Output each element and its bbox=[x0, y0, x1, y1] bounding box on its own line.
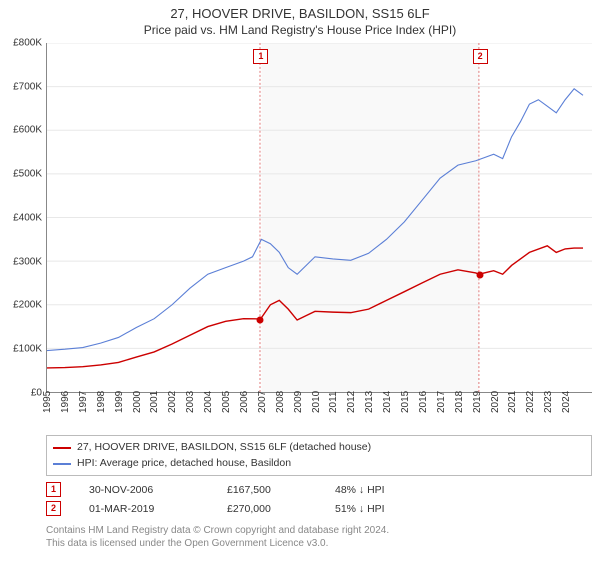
sales-table: 1 30-NOV-2006 £167,500 48% ↓ HPI 2 01-MAR-201… bbox=[46, 480, 592, 518]
x-tick-label: 1999 bbox=[114, 391, 125, 413]
x-tick-label: 2017 bbox=[436, 391, 447, 413]
footnote: Contains HM Land Registry data © Crown c… bbox=[46, 524, 592, 550]
x-tick-label: 2009 bbox=[293, 391, 304, 413]
sale-row: 1 30-NOV-2006 £167,500 48% ↓ HPI bbox=[46, 480, 592, 499]
legend-swatch bbox=[53, 463, 71, 465]
x-tick-label: 1998 bbox=[96, 391, 107, 413]
sale-marker-1: 1 bbox=[253, 49, 268, 64]
x-tick-label: 2010 bbox=[311, 391, 322, 413]
sale-marker-2: 2 bbox=[473, 49, 488, 64]
y-tick-label: £100K bbox=[13, 344, 42, 355]
legend-item: HPI: Average price, detached house, Basi… bbox=[53, 456, 585, 472]
footnote-line1: Contains HM Land Registry data © Crown c… bbox=[46, 524, 592, 537]
sale-dot-1 bbox=[257, 316, 264, 323]
y-tick-label: £500K bbox=[13, 169, 42, 180]
sale-hpi-diff: 51% ↓ HPI bbox=[335, 503, 435, 515]
x-tick-label: 2013 bbox=[364, 391, 375, 413]
plot-area: 12 bbox=[46, 43, 592, 393]
x-tick-label: 2021 bbox=[507, 391, 518, 413]
x-tick-label: 2000 bbox=[132, 391, 143, 413]
x-tick-label: 2004 bbox=[203, 391, 214, 413]
legend-label: HPI: Average price, detached house, Basi… bbox=[77, 456, 291, 472]
x-tick-label: 1997 bbox=[78, 391, 89, 413]
y-tick-label: £0 bbox=[31, 387, 42, 398]
y-tick-label: £600K bbox=[13, 125, 42, 136]
x-tick-label: 2015 bbox=[400, 391, 411, 413]
sale-price: £270,000 bbox=[227, 503, 307, 515]
x-tick-label: 2023 bbox=[543, 391, 554, 413]
x-tick-label: 2024 bbox=[561, 391, 572, 413]
x-tick-label: 2007 bbox=[257, 391, 268, 413]
y-axis: £0£100K£200K£300K£400K£500K£600K£700K£80… bbox=[0, 43, 44, 393]
sale-marker-inline: 2 bbox=[46, 501, 61, 516]
legend-label: 27, HOOVER DRIVE, BASILDON, SS15 6LF (de… bbox=[77, 440, 371, 456]
sale-hpi-diff: 48% ↓ HPI bbox=[335, 484, 435, 496]
sale-dot-2 bbox=[476, 271, 483, 278]
y-tick-label: £400K bbox=[13, 212, 42, 223]
sale-marker-inline: 1 bbox=[46, 482, 61, 497]
y-tick-label: £800K bbox=[13, 37, 42, 48]
x-tick-label: 2002 bbox=[167, 391, 178, 413]
x-tick-label: 2006 bbox=[239, 391, 250, 413]
page-subtitle: Price paid vs. HM Land Registry's House … bbox=[0, 23, 600, 37]
legend-swatch bbox=[53, 447, 71, 449]
sale-price: £167,500 bbox=[227, 484, 307, 496]
y-tick-label: £200K bbox=[13, 300, 42, 311]
sale-row: 2 01-MAR-2019 £270,000 51% ↓ HPI bbox=[46, 499, 592, 518]
x-tick-label: 1996 bbox=[60, 391, 71, 413]
sale-date: 30-NOV-2006 bbox=[89, 484, 199, 496]
x-axis: 1995199619971998199920002001200220032004… bbox=[46, 393, 592, 431]
chart-svg bbox=[47, 43, 592, 392]
x-tick-label: 2020 bbox=[490, 391, 501, 413]
x-tick-label: 2003 bbox=[185, 391, 196, 413]
y-tick-label: £300K bbox=[13, 256, 42, 267]
x-tick-label: 2001 bbox=[149, 391, 160, 413]
x-tick-label: 2016 bbox=[418, 391, 429, 413]
y-tick-label: £700K bbox=[13, 81, 42, 92]
x-tick-label: 2008 bbox=[275, 391, 286, 413]
price-chart: £0£100K£200K£300K£400K£500K£600K£700K£80… bbox=[46, 43, 592, 393]
x-tick-label: 2019 bbox=[472, 391, 483, 413]
x-tick-label: 2018 bbox=[454, 391, 465, 413]
x-tick-label: 2011 bbox=[328, 391, 339, 413]
page-title: 27, HOOVER DRIVE, BASILDON, SS15 6LF bbox=[0, 6, 600, 23]
legend-item: 27, HOOVER DRIVE, BASILDON, SS15 6LF (de… bbox=[53, 440, 585, 456]
x-tick-label: 2022 bbox=[525, 391, 536, 413]
legend: 27, HOOVER DRIVE, BASILDON, SS15 6LF (de… bbox=[46, 435, 592, 477]
x-tick-label: 2005 bbox=[221, 391, 232, 413]
sale-date: 01-MAR-2019 bbox=[89, 503, 199, 515]
x-tick-label: 2012 bbox=[346, 391, 357, 413]
footnote-line2: This data is licensed under the Open Gov… bbox=[46, 537, 592, 550]
x-tick-label: 2014 bbox=[382, 391, 393, 413]
x-tick-label: 1995 bbox=[42, 391, 53, 413]
